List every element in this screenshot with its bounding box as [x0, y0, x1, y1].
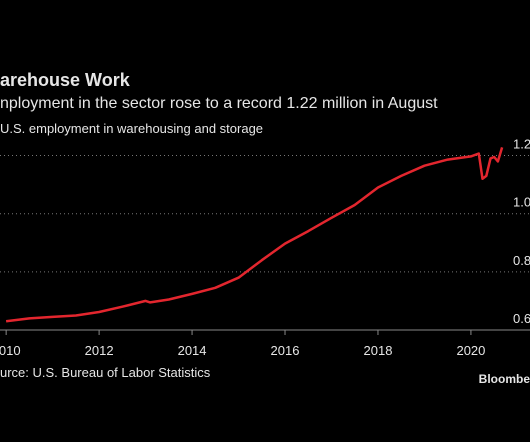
- chart-title: arehouse Work: [0, 70, 131, 90]
- brand: Bloombe: [479, 372, 530, 386]
- x-tick-label: 2020: [456, 343, 485, 358]
- x-tick-label: 2012: [85, 343, 114, 358]
- y-axis-label: U.S. employment in warehousing and stora…: [0, 121, 263, 136]
- x-tick-label: 2014: [178, 343, 207, 358]
- x-tick-label: 2016: [271, 343, 300, 358]
- source: urce: U.S. Bureau of Labor Statistics: [0, 365, 211, 380]
- y-tick-label: 1.2: [513, 137, 530, 152]
- chart-subtitle: nployment in the sector rose to a record…: [0, 95, 438, 112]
- x-tick-label: 2018: [364, 343, 393, 358]
- y-tick-label: 0.6: [513, 311, 530, 326]
- y-tick-label: 0.8: [513, 253, 530, 268]
- y-tick-label: 1.0: [513, 195, 530, 210]
- data-line: [5, 147, 504, 323]
